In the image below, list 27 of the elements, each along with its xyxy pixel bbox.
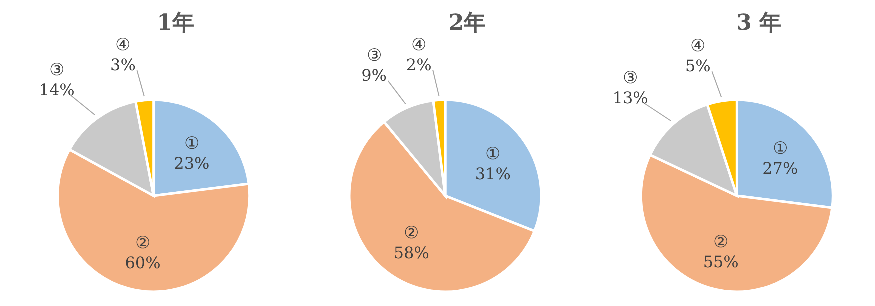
data-label: 14% <box>39 80 75 100</box>
slice-label: ③ <box>50 60 65 81</box>
slice-label: ① <box>184 134 200 154</box>
slice-label: ③ <box>623 68 638 88</box>
slice-label: ① <box>772 138 788 159</box>
data-label: 3% <box>110 56 136 75</box>
slice-label: ② <box>714 232 729 252</box>
data-label: 58% <box>394 244 430 263</box>
data-label: 27% <box>762 158 798 178</box>
slice-label: ③ <box>366 46 382 66</box>
slice-label: ① <box>486 144 501 165</box>
chart-title: 3 年 <box>736 10 782 36</box>
chart-title: 1年 <box>157 10 194 36</box>
data-label: 5% <box>686 56 711 76</box>
data-label: 9% <box>362 66 387 86</box>
data-label: 2% <box>406 55 432 74</box>
data-label: 13% <box>612 88 648 108</box>
data-label: 23% <box>174 154 210 173</box>
chart-title: 2年 <box>448 10 486 36</box>
slice-label: ② <box>136 234 151 254</box>
slice-label: ② <box>404 224 420 244</box>
slice-label: ④ <box>412 35 427 56</box>
slice-label: ④ <box>116 36 131 56</box>
slice-label: ④ <box>690 36 706 57</box>
data-label: 55% <box>703 252 739 272</box>
data-label: 60% <box>125 254 161 273</box>
data-label: 31% <box>475 164 511 184</box>
